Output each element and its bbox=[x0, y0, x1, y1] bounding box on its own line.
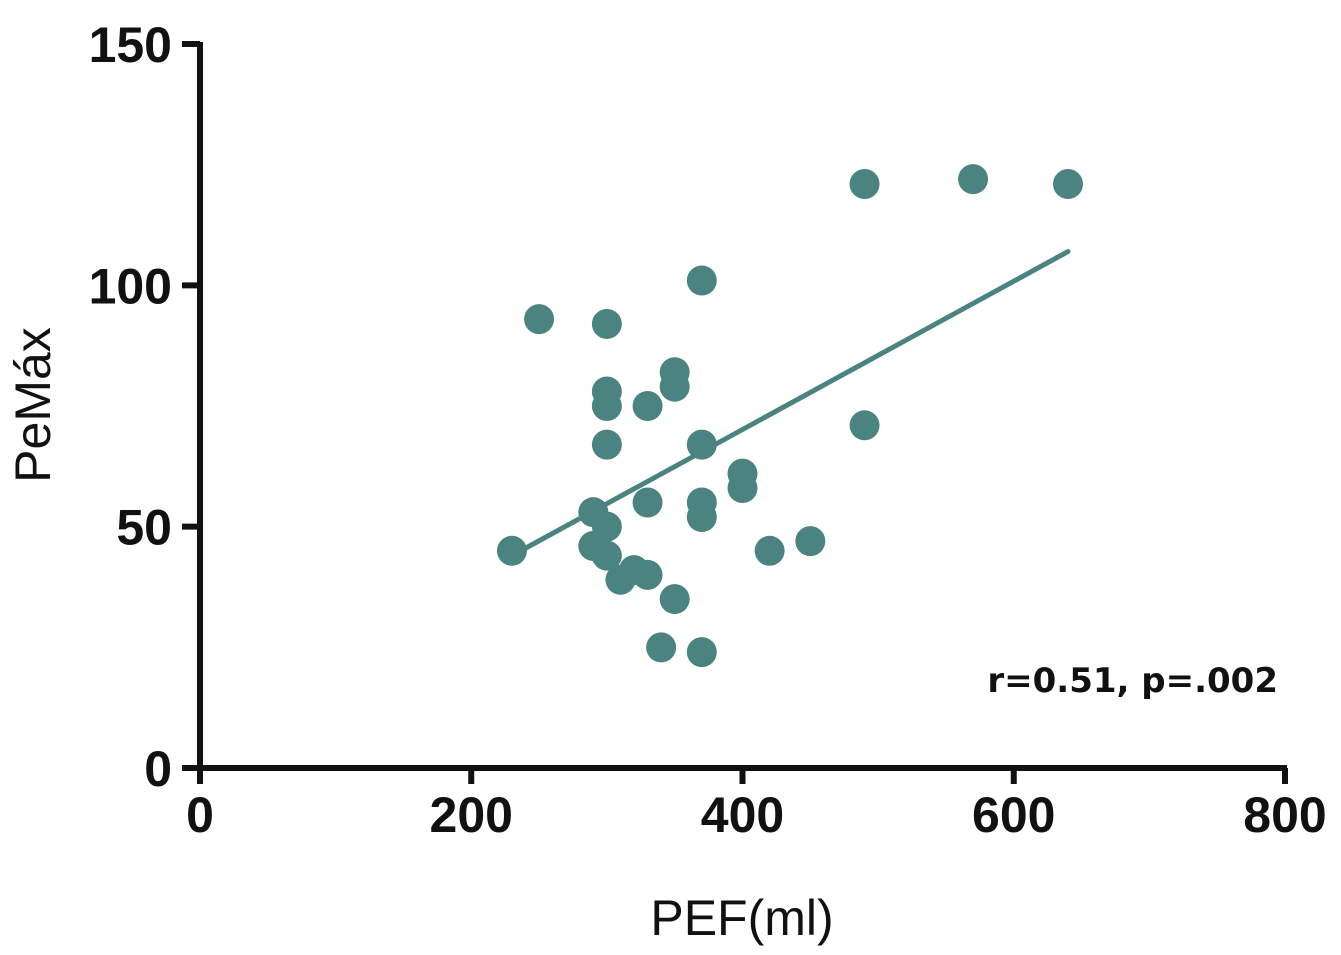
data-point bbox=[686, 502, 717, 533]
data-point bbox=[686, 265, 717, 296]
data-point bbox=[632, 487, 663, 518]
y-tick-label: 0 bbox=[144, 741, 172, 797]
y-tick-label: 100 bbox=[89, 258, 172, 314]
y-axis-ticks: 0 50 100 150 bbox=[89, 17, 200, 797]
data-point bbox=[496, 535, 527, 566]
x-tick-label: 200 bbox=[430, 787, 513, 843]
x-tick-label: 400 bbox=[701, 787, 784, 843]
data-point bbox=[849, 168, 880, 199]
x-tick-label: 800 bbox=[1243, 787, 1326, 843]
data-point bbox=[524, 304, 555, 335]
data-point bbox=[659, 584, 690, 615]
data-point bbox=[958, 164, 989, 195]
data-point bbox=[646, 632, 677, 663]
data-point bbox=[591, 511, 622, 542]
y-axis-title: PeMáx bbox=[5, 327, 61, 483]
x-tick-label: 600 bbox=[972, 787, 1055, 843]
x-axis-title: PEF(ml) bbox=[650, 890, 833, 946]
correlation-annotation: r=0.51, p=.002 bbox=[987, 661, 1278, 701]
y-tick-label: 150 bbox=[89, 17, 172, 73]
data-point bbox=[659, 371, 690, 402]
data-point bbox=[591, 429, 622, 460]
data-point bbox=[1053, 168, 1083, 199]
data-point bbox=[632, 559, 663, 590]
data-point bbox=[591, 540, 622, 571]
data-point bbox=[591, 391, 622, 421]
data-points bbox=[496, 164, 1083, 668]
data-point bbox=[849, 410, 880, 441]
data-point bbox=[591, 308, 622, 339]
x-tick-label: 0 bbox=[186, 787, 214, 843]
y-tick-label: 50 bbox=[116, 500, 172, 556]
data-point bbox=[632, 391, 663, 421]
data-point bbox=[686, 429, 717, 460]
data-point bbox=[686, 637, 717, 668]
data-point bbox=[754, 535, 785, 566]
data-point bbox=[727, 473, 758, 504]
x-axis-ticks: 0 200 400 600 800 bbox=[186, 768, 1327, 843]
data-point bbox=[795, 526, 826, 557]
